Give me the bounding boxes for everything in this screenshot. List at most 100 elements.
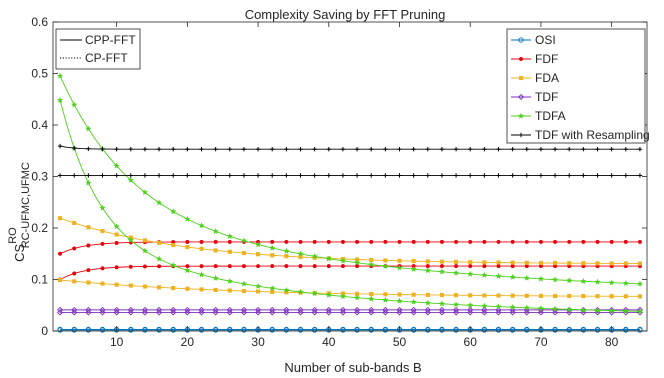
osi-cp-fft-marker: [439, 327, 445, 333]
osi-cp-fft-marker: [283, 327, 290, 333]
legend-entry-marker: [518, 75, 524, 81]
tdfa-cpp-fft-marker: [155, 199, 163, 206]
tdf-with-resampling-cp-fft-marker: [298, 173, 303, 178]
legend-entry-label: FDA: [535, 71, 559, 85]
tdf-with-resampling-cpp-fft-marker: [114, 146, 119, 152]
x-tick-label: 10: [110, 335, 124, 349]
tdf-with-resampling-cp-fft-marker: [114, 173, 119, 178]
osi-cp-fft-marker: [524, 327, 530, 333]
tdfa-cp-fft-marker: [481, 302, 488, 309]
tdfa-cp-fft-marker: [622, 307, 629, 314]
series-line-tdfa-cpp-fft: [59, 75, 640, 285]
fda-cp-fft-marker: [213, 287, 218, 293]
osi-cp-fft-marker: [552, 327, 558, 333]
tdfa-cpp-fft-marker: [226, 232, 233, 240]
fda-cp-fft-marker: [411, 292, 416, 297]
tdfa-cpp-fft-marker: [382, 262, 389, 269]
series-tdfa-cp-fft: [56, 96, 644, 315]
fdf-cpp-fft-marker: [199, 239, 204, 244]
tdf-with-resampling-cp-fft-marker: [86, 173, 91, 178]
fda-cpp-fft-marker: [270, 253, 275, 258]
fdf-cpp-fft-marker: [553, 239, 558, 244]
tdfa-cp-fft-marker: [269, 284, 276, 292]
tdf-with-resampling-cpp-fft-marker: [255, 147, 261, 152]
tdf-cp-fft-marker: [552, 309, 559, 316]
series-tdfa-cpp-fft: [56, 72, 644, 287]
fda-cpp-fft-marker: [411, 259, 416, 264]
series-line-fda-cpp-fft: [59, 217, 640, 264]
tdfa-cp-fft-marker: [226, 277, 233, 284]
tdfa-cpp-fft-marker: [254, 241, 262, 248]
fdf-cpp-fft-marker: [609, 239, 614, 244]
fda-cpp-fft-marker: [185, 244, 190, 250]
tdf-cp-fft-marker: [71, 309, 78, 316]
legend-variants: CPP-FFT CP-FFT: [55, 28, 141, 70]
osi-cp-fft-marker: [453, 327, 459, 333]
x-tick-label: 60: [464, 335, 478, 349]
fda-cp-fft-marker: [496, 293, 501, 298]
legend-entry-marker: [518, 132, 524, 138]
tdf-cp-fft-marker: [99, 309, 106, 316]
y-axis-label-main: CS: [12, 243, 27, 261]
fdf-cpp-fft-marker: [397, 239, 402, 244]
fdf-cp-fft-marker: [72, 271, 77, 276]
fda-cpp-fft-marker: [199, 246, 204, 251]
fdf-cpp-fft-marker: [213, 239, 218, 244]
fda-cp-fft-marker: [58, 277, 63, 283]
tdfa-cpp-fft-marker: [339, 257, 347, 264]
legend-entry-osi: OSI: [511, 33, 556, 47]
fdf-cpp-fft-marker: [270, 239, 275, 244]
fdf-cpp-fft-marker: [454, 239, 459, 244]
fda-cpp-fft-marker: [157, 240, 162, 245]
tdf-with-resampling-cp-fft-marker: [284, 173, 289, 178]
fda-cp-fft-marker: [510, 293, 515, 298]
legend-entry-label: TDFA: [535, 109, 566, 123]
tdf-with-resampling-cp-fft-marker: [383, 173, 388, 178]
fda-cpp-fft-marker: [383, 258, 388, 263]
tdfa-cp-fft-marker: [424, 299, 431, 306]
tdfa-cp-fft-marker: [113, 223, 120, 230]
fdf-cpp-fft-marker: [100, 241, 105, 246]
fdf-cpp-fft-marker: [227, 239, 232, 244]
legend-entry-marker: [518, 37, 524, 43]
tdfa-cp-fft-marker: [509, 303, 516, 310]
fdf-cpp-fft-marker: [185, 239, 190, 245]
fdf-cpp-fft-marker: [581, 239, 586, 244]
legend-entry-tdf-with-resampling: TDF with Resampling: [511, 128, 650, 142]
tdfa-cp-fft-marker: [438, 300, 446, 307]
tdf-with-resampling-cpp-fft-marker: [86, 146, 91, 151]
osi-cp-fft-marker: [637, 327, 643, 333]
series-tdf-with-resampling-cp-fft: [57, 173, 643, 178]
fdf-cpp-fft-marker: [312, 239, 317, 244]
tdf-cp-fft-marker: [537, 309, 544, 316]
osi-cp-fft-marker: [340, 327, 346, 333]
legend-variant-label: CPP-FFT: [85, 33, 136, 47]
fda-cp-fft-marker: [581, 294, 586, 299]
fdf-cp-fft-marker: [326, 264, 331, 269]
fdf-cp-fft-marker: [312, 264, 317, 269]
tdfa-cpp-fft-marker: [198, 222, 205, 229]
tdf-with-resampling-cpp-fft-marker: [199, 147, 204, 152]
osi-cp-fft-marker: [212, 327, 219, 333]
osi-cp-fft-marker: [580, 327, 587, 333]
tdf-cp-fft-marker: [424, 309, 431, 316]
tdf-with-resampling-cp-fft-marker: [581, 173, 586, 178]
tdf-with-resampling-cpp-fft-marker: [595, 147, 600, 152]
y-tick-label: 0.4: [31, 118, 48, 132]
fdf-cp-fft-marker: [114, 265, 119, 270]
tdfa-cpp-fft-marker: [311, 253, 318, 260]
fdf-cpp-fft-marker: [538, 239, 543, 244]
tdf-cp-fft-marker: [269, 309, 276, 316]
tdf-with-resampling-cpp-fft-marker: [369, 147, 374, 152]
tdf-with-resampling-cpp-fft-marker: [411, 147, 416, 152]
fda-cpp-fft-marker: [58, 216, 63, 221]
tdf-with-resampling-cp-fft-marker: [623, 173, 628, 178]
tdf-with-resampling-cp-fft-marker: [496, 173, 501, 178]
fdf-cpp-fft-marker: [284, 239, 289, 244]
fda-cp-fft-marker: [439, 293, 444, 298]
tdfa-cpp-fft-marker: [85, 125, 92, 132]
tdf-with-resampling-cp-fft-marker: [142, 173, 148, 178]
osi-cp-fft-marker: [297, 327, 304, 333]
tdf-with-resampling-cp-fft-marker: [156, 173, 162, 178]
osi-cp-fft-marker: [241, 327, 247, 333]
